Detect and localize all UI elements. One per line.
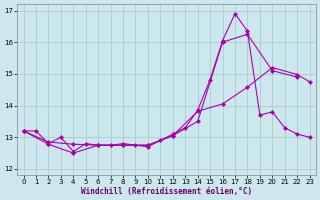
X-axis label: Windchill (Refroidissement éolien,°C): Windchill (Refroidissement éolien,°C) xyxy=(81,187,252,196)
